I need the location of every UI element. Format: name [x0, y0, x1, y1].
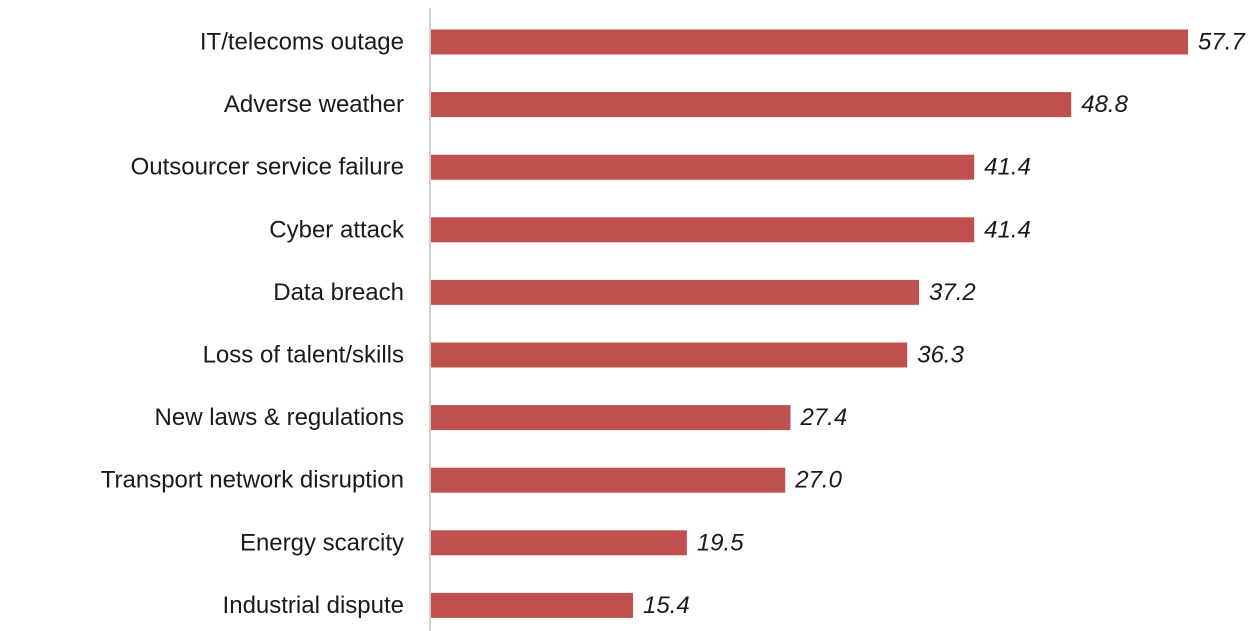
- category-label: Cyber attack: [269, 216, 405, 243]
- value-label: 37.2: [929, 279, 976, 306]
- value-label: 27.4: [799, 404, 847, 431]
- bar: [431, 405, 791, 431]
- value-labels-group: 57.7 48.8 41.4 41.4 37.2 36.3 27.4 27.0 19.5 15.4: [643, 29, 1246, 619]
- value-label: 27.0: [794, 467, 842, 494]
- value-label: 48.8: [1081, 91, 1128, 118]
- category-label: Adverse weather: [224, 91, 404, 118]
- category-labels-group: IT/telecoms outage Adverse weather Outsour…: [101, 29, 405, 619]
- bars-group: [431, 29, 1188, 618]
- category-label: New laws & regulations: [155, 404, 404, 431]
- category-label: Data breach: [273, 279, 404, 306]
- category-label: Outsourcer service failure: [131, 154, 404, 181]
- value-label: 57.7: [1198, 29, 1246, 56]
- bar: [431, 279, 920, 305]
- category-label: Loss of talent/skills: [203, 342, 404, 369]
- bar: [431, 530, 687, 556]
- bar: [431, 92, 1072, 118]
- bar: [431, 154, 975, 180]
- bar: [431, 29, 1188, 55]
- value-label: 19.5: [697, 529, 744, 556]
- value-label: 36.3: [917, 342, 964, 369]
- value-label: 41.4: [984, 154, 1031, 181]
- category-label: IT/telecoms outage: [200, 29, 404, 56]
- category-label: Transport network disruption: [101, 467, 404, 494]
- bar: [431, 342, 908, 368]
- bar: [431, 592, 634, 618]
- category-label: Industrial dispute: [223, 592, 404, 619]
- category-label: Energy scarcity: [240, 529, 404, 556]
- bar: [431, 217, 975, 243]
- value-label: 15.4: [643, 592, 690, 619]
- value-label: 41.4: [984, 216, 1031, 243]
- bar: [431, 467, 786, 493]
